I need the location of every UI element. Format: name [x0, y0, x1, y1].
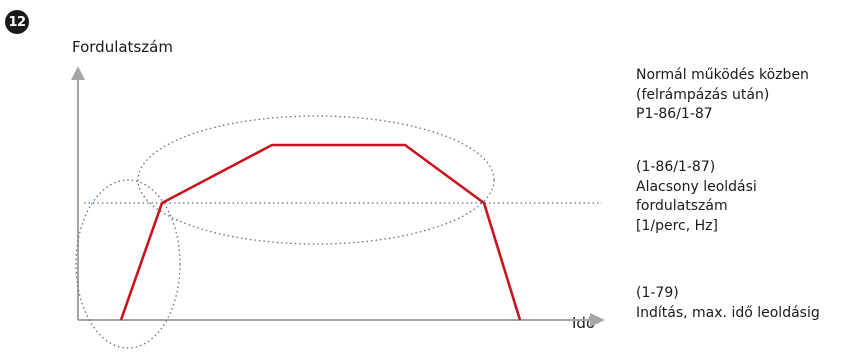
note-normal-line-1: Normál működés közben [636, 67, 809, 83]
note-low-trip-line-1: (1-86/1-87) [636, 159, 716, 175]
x-axis-label: Idő [572, 314, 596, 332]
note-start-time: (1-79) Indítás, max. idő leoldásig [636, 284, 820, 323]
normal-operation-ellipse [137, 115, 495, 245]
step-number-badge: 12 [5, 10, 29, 34]
x-axis-arrow-icon [590, 313, 605, 327]
note-normal-line-2: (felrámpázás után) [636, 86, 770, 103]
note-start-line-1: (1-79) [636, 285, 679, 301]
start-period-ellipse [75, 179, 181, 349]
note-start-line-2: Indítás, max. idő leoldásig [636, 304, 820, 321]
note-low-trip-line-2: Alacsony leoldási [636, 178, 757, 195]
speed-curve [119, 143, 522, 321]
note-normal-operation: Normál működés közben (felrámpázás után)… [636, 66, 809, 125]
note-low-trip-line-3: fordulatszám [636, 198, 728, 214]
y-axis-label: Fordulatszám [72, 38, 173, 56]
note-low-trip-speed: (1-86/1-87) Alacsony leoldási fordulatsz… [636, 158, 757, 236]
note-low-trip-line-4: [1/perc, Hz] [636, 217, 718, 234]
note-normal-line-3: P1-86/1-87 [636, 106, 713, 122]
y-axis-arrow-icon [71, 66, 85, 80]
